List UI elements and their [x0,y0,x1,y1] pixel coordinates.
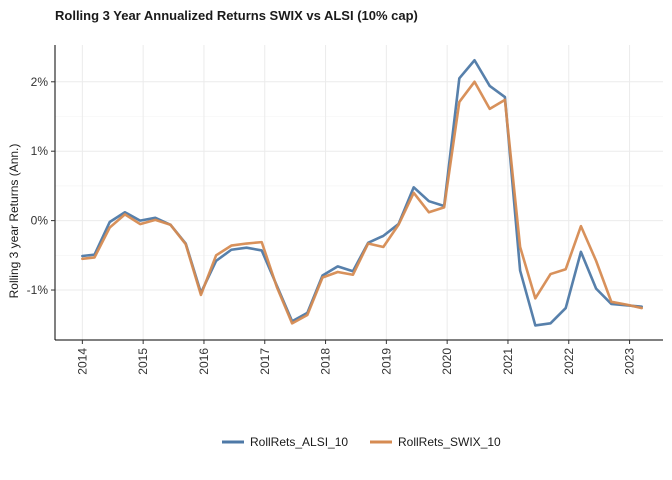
chart-title: Rolling 3 Year Annualized Returns SWIX v… [55,8,418,23]
tick-labels: 2% 1% 0% -1% 2014 2015 2016 2017 2018 2019 2020 202… [27,75,637,375]
series-line-RollRets_SWIX_10 [81,80,644,325]
axes [51,45,663,344]
y-tick-label-2: 0% [31,214,49,228]
x-tick-label-2020: 2020 [440,348,454,375]
x-tick-label-2023: 2023 [623,348,637,375]
legend: RollRets_ALSI_10 RollRets_SWIX_10 [222,435,501,449]
x-tick-label-2017: 2017 [258,348,272,375]
x-tick-label-2014: 2014 [75,348,89,375]
x-tick-label-2022: 2022 [562,348,576,375]
y-tick-label-1: 1% [31,144,49,158]
legend-label-RollRets_ALSI_10: RollRets_ALSI_10 [250,435,348,449]
x-tick-label-2018: 2018 [319,348,333,375]
y-axis-title: Rolling 3 year Returns (Ann.) [7,144,21,299]
grid [55,45,663,340]
series-line-RollRets_ALSI_10 [81,58,644,327]
series-lines [81,58,644,327]
x-tick-label-2016: 2016 [197,348,211,375]
y-tick-label-0: 2% [31,75,49,89]
legend-label-RollRets_SWIX_10: RollRets_SWIX_10 [398,435,501,449]
x-tick-label-2015: 2015 [136,348,150,375]
x-tick-label-2019: 2019 [379,348,393,375]
y-tick-label-3: -1% [27,283,49,297]
x-tick-label-2021: 2021 [501,348,515,375]
